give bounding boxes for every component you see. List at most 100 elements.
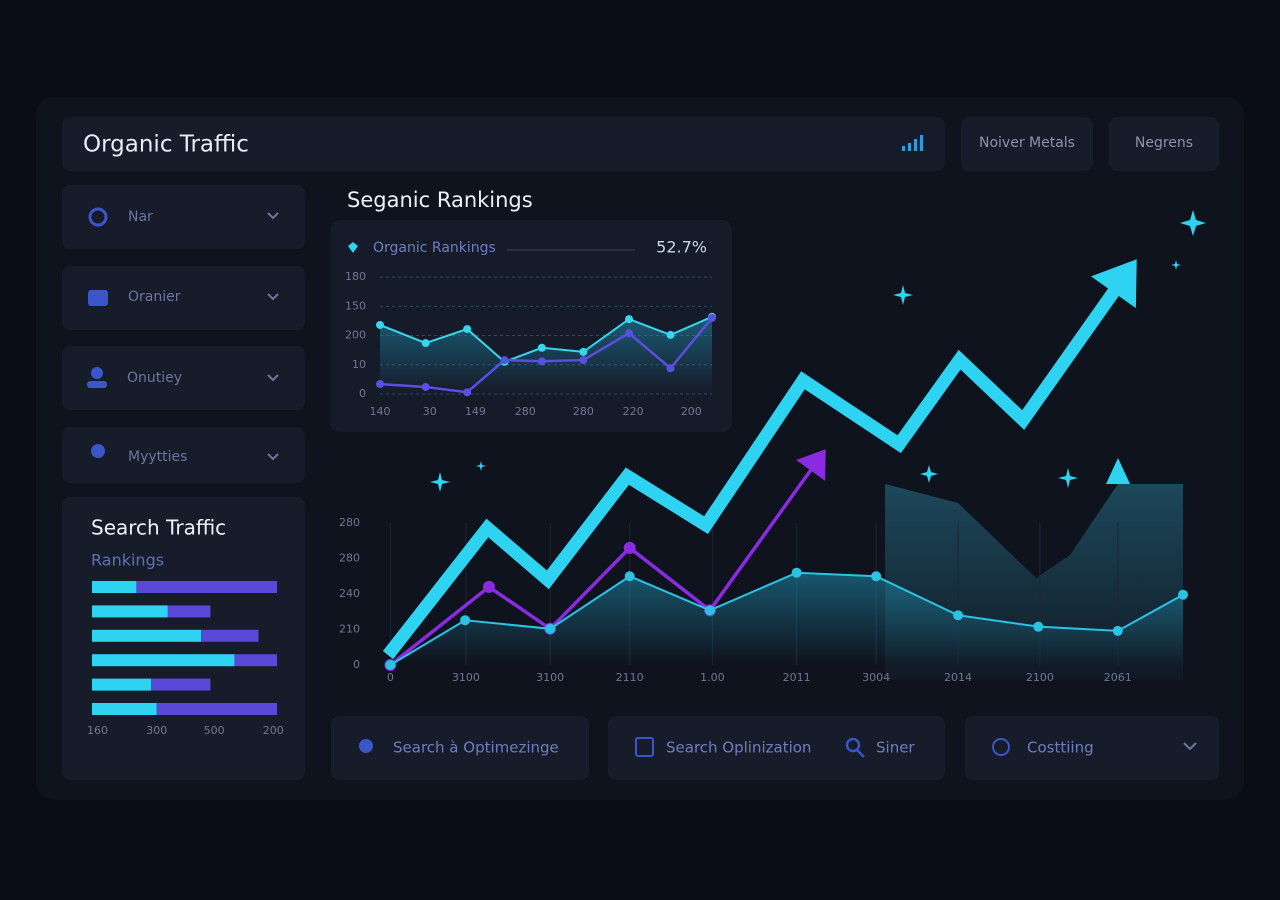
point bbox=[704, 605, 715, 616]
point bbox=[1112, 625, 1123, 636]
point bbox=[708, 313, 716, 322]
point bbox=[1033, 621, 1044, 632]
x-tick-label: 2014 bbox=[944, 671, 972, 684]
x-tick-label: 149 bbox=[465, 405, 486, 418]
sidebar-item[interactable] bbox=[62, 346, 305, 410]
x-tick-label: 3100 bbox=[452, 671, 480, 684]
y-tick-label: 240 bbox=[339, 587, 360, 600]
icon bbox=[91, 367, 103, 379]
line bbox=[389, 458, 820, 667]
header-button[interactable] bbox=[961, 117, 1093, 171]
icon bbox=[992, 738, 1010, 756]
sidebar: Nar Oranier Onutiey Myytties Search Traf… bbox=[62, 185, 305, 780]
signal-icon bbox=[902, 135, 923, 151]
sidebar-label[interactable]: Nar bbox=[128, 209, 153, 225]
point bbox=[624, 571, 635, 582]
header-bar bbox=[62, 117, 945, 171]
x-tick-label: 160 bbox=[87, 724, 108, 737]
point bbox=[421, 382, 430, 391]
icon bbox=[348, 242, 358, 253]
footer-label[interactable]: Costtiing bbox=[1027, 739, 1094, 757]
x-tick-label: 30 bbox=[423, 405, 437, 418]
y-tick-label: 10 bbox=[352, 358, 366, 371]
point bbox=[460, 615, 471, 626]
point bbox=[953, 610, 964, 621]
bar-segment bbox=[92, 678, 152, 691]
point bbox=[463, 388, 472, 397]
arrow-head bbox=[1090, 259, 1137, 309]
footer-button[interactable] bbox=[331, 716, 589, 780]
x-tick-label: 500 bbox=[204, 724, 225, 737]
footer-button[interactable] bbox=[608, 716, 945, 780]
bar-segment bbox=[167, 605, 211, 618]
y-tick-label: 0 bbox=[359, 387, 366, 400]
point bbox=[579, 347, 588, 356]
y-tick-label: 210 bbox=[339, 623, 360, 636]
icon bbox=[359, 739, 373, 753]
icon bbox=[88, 207, 108, 227]
point bbox=[500, 356, 509, 365]
peak-marker bbox=[1106, 458, 1130, 484]
x-tick-label: 200 bbox=[263, 724, 284, 737]
point bbox=[812, 453, 825, 466]
footer: Search à Optimezinge Search Oplinization… bbox=[331, 716, 1219, 780]
bar-panel-subtitle: Rankings bbox=[91, 551, 164, 570]
x-tick-label: 3004 bbox=[862, 671, 890, 684]
line bbox=[382, 272, 1131, 660]
sidebar-item[interactable] bbox=[62, 185, 305, 249]
y-tick-label: 0 bbox=[353, 658, 360, 671]
x-tick-label: 2100 bbox=[1026, 671, 1054, 684]
bar-segment bbox=[234, 654, 277, 667]
bar-segment bbox=[136, 581, 277, 593]
point bbox=[791, 567, 802, 578]
bar-segment bbox=[156, 703, 277, 715]
mini-chart-value: 52.7% bbox=[656, 238, 707, 257]
x-tick-label: 140 bbox=[370, 405, 391, 418]
header-button-label[interactable]: Negrens bbox=[1135, 135, 1193, 151]
header-button[interactable] bbox=[1109, 117, 1219, 171]
point bbox=[1178, 589, 1188, 600]
bar-segment bbox=[92, 654, 235, 667]
x-tick-label: 200 bbox=[681, 405, 702, 418]
icon bbox=[845, 737, 861, 753]
sidebar-label[interactable]: Onutiey bbox=[127, 370, 182, 386]
x-tick-label: 280 bbox=[515, 405, 536, 418]
bar-segment bbox=[92, 581, 137, 593]
point bbox=[537, 343, 546, 352]
sidebar-label[interactable]: Myytties bbox=[128, 449, 187, 465]
mini-chart-title: Organic Rankings bbox=[373, 240, 496, 256]
footer-label[interactable]: Siner bbox=[876, 739, 915, 757]
icon bbox=[635, 737, 654, 757]
sparkles bbox=[430, 210, 1206, 492]
point bbox=[537, 357, 546, 366]
header-button-label[interactable]: Noiver Metals bbox=[979, 135, 1075, 151]
bar-segment bbox=[92, 605, 168, 618]
x-tick-label: 2110 bbox=[616, 671, 644, 684]
x-tick-label: 1.00 bbox=[700, 671, 725, 684]
footer-label[interactable]: Search Oplinization bbox=[666, 739, 811, 757]
area bbox=[390, 572, 1183, 665]
sidebar-item[interactable] bbox=[62, 427, 305, 483]
point bbox=[376, 380, 384, 389]
x-tick-label: 0 bbox=[387, 671, 394, 684]
point bbox=[421, 339, 430, 348]
chevron bbox=[1183, 742, 1197, 751]
bar-segment bbox=[92, 703, 157, 715]
icon bbox=[87, 381, 107, 388]
y-tick-label: 280 bbox=[339, 552, 360, 565]
footer-label[interactable]: Search à Optimezinge bbox=[393, 739, 559, 757]
sidebar-label[interactable]: Oranier bbox=[128, 289, 181, 305]
point bbox=[463, 325, 472, 334]
sidebar-item[interactable] bbox=[62, 266, 305, 330]
bar-segment bbox=[151, 678, 211, 691]
point bbox=[482, 580, 495, 593]
point bbox=[579, 356, 588, 365]
y-tick-label: 280 bbox=[339, 516, 360, 529]
footer-button[interactable] bbox=[965, 716, 1219, 780]
x-tick-label: 3100 bbox=[536, 671, 564, 684]
icon bbox=[856, 749, 865, 758]
y-tick-label: 200 bbox=[345, 329, 366, 342]
icon bbox=[91, 444, 105, 458]
